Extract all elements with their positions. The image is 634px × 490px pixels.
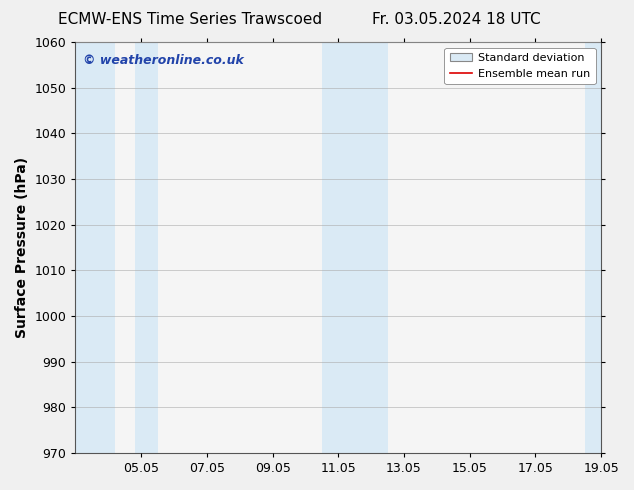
Bar — [134, 42, 158, 453]
Bar — [322, 42, 387, 453]
Text: ECMW-ENS Time Series Trawscoed: ECMW-ENS Time Series Trawscoed — [58, 12, 322, 27]
Legend: Standard deviation, Ensemble mean run: Standard deviation, Ensemble mean run — [444, 48, 595, 84]
Bar — [585, 42, 601, 453]
Text: © weatheronline.co.uk: © weatheronline.co.uk — [83, 54, 244, 68]
Bar — [75, 42, 115, 453]
Text: Fr. 03.05.2024 18 UTC: Fr. 03.05.2024 18 UTC — [372, 12, 541, 27]
Y-axis label: Surface Pressure (hPa): Surface Pressure (hPa) — [15, 157, 29, 338]
